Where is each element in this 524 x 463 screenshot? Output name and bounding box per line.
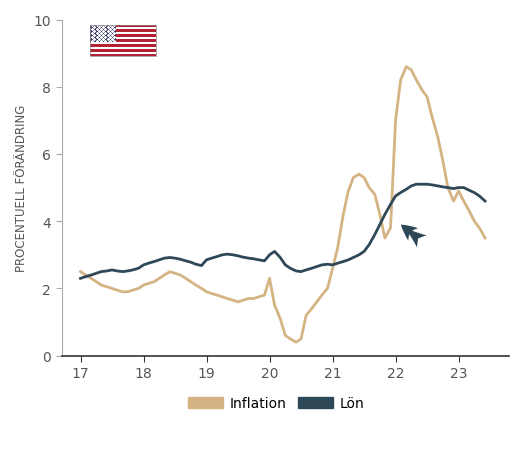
Bar <box>90 40 156 43</box>
Bar <box>90 55 156 57</box>
Bar <box>90 43 156 45</box>
Bar <box>90 45 156 48</box>
Legend: Inflation, Lön: Inflation, Lön <box>183 391 370 416</box>
Bar <box>90 28 156 31</box>
Bar <box>90 25 156 57</box>
Bar <box>90 31 156 33</box>
Bar <box>90 52 156 55</box>
Bar <box>90 38 156 40</box>
Bar <box>90 33 156 35</box>
Y-axis label: PROCENTUELL FÖRÄNDRING: PROCENTUELL FÖRÄNDRING <box>15 105 28 272</box>
Bar <box>90 35 156 38</box>
Bar <box>90 25 156 28</box>
Bar <box>90 25 116 43</box>
Bar <box>90 50 156 52</box>
Bar <box>90 48 156 50</box>
